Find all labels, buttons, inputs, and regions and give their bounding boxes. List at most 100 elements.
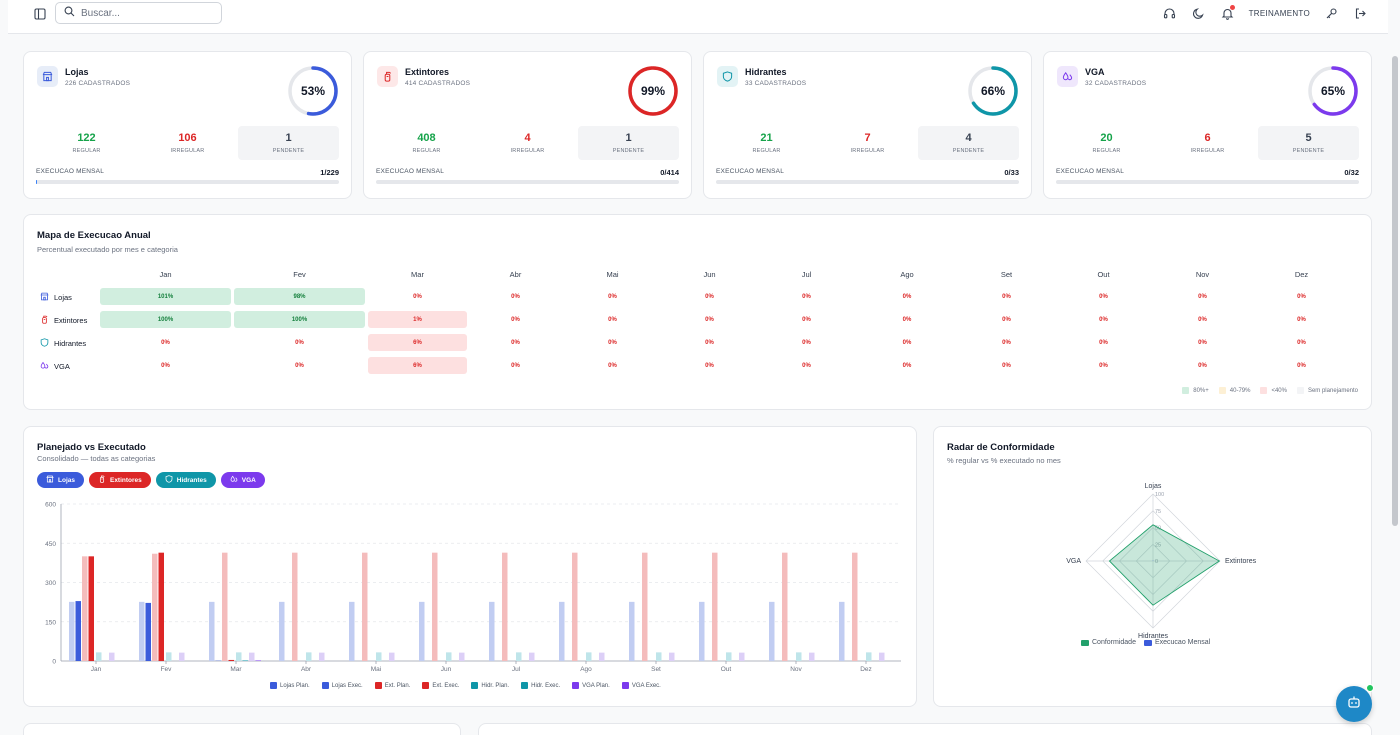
key-icon[interactable] [1323,5,1339,21]
legend-item: Sem planejamento [1296,387,1358,394]
bar-lojas-exec--jan [75,601,81,661]
heatmap-cell[interactable]: 0% [511,293,520,300]
heatmap-cell[interactable]: 0% [902,293,912,300]
heatmap-cell[interactable]: 0% [295,339,304,346]
heatmap-cell[interactable]: 0% [295,362,304,369]
top-bar: TREINAMENTO [8,0,1388,34]
heatmap-cell[interactable]: 0% [705,293,714,300]
heatmap-cell[interactable]: 0% [1198,293,1207,300]
heatmap-cell[interactable]: 6% [368,357,467,374]
search-input[interactable] [81,7,211,19]
y-tick-label: 450 [45,541,56,548]
heatmap-cell[interactable]: 0% [1297,339,1306,346]
heatmap-cell[interactable]: 0% [705,362,714,369]
heatmap-cell[interactable]: 0% [1198,339,1207,346]
heatmap-cell[interactable]: 0% [1002,316,1011,323]
heatmap-cell[interactable]: 0% [902,339,912,346]
heatmap-cell[interactable]: 0% [1198,362,1207,369]
x-tick-label: Jun [441,666,452,673]
heatmap-cell[interactable]: 0% [1002,362,1011,369]
heatmap-cell[interactable]: 0% [1002,339,1011,346]
headset-icon[interactable] [1162,5,1178,21]
bar-legend-item[interactable]: Lojas Exec. [321,682,363,689]
heatmap-cell[interactable]: 0% [802,339,811,346]
heatmap-cell[interactable]: 0% [1297,362,1306,369]
heatmap-cell[interactable]: 0% [608,339,617,346]
heatmap-cell[interactable]: 98% [234,288,365,305]
bell-icon[interactable] [1220,5,1236,21]
stat-pending[interactable]: 5 PENDENTE [1258,126,1359,160]
scroll-thumb[interactable] [1392,56,1398,526]
filter-chip-vga[interactable]: VGA [220,472,265,488]
filter-chip-extintores[interactable]: Extintores [88,472,151,488]
heatmap-cell[interactable]: 100% [234,311,365,328]
search-box[interactable] [55,2,222,24]
bar-lojas-plan--abr [279,601,285,661]
annual-execution-map: Mapa de Execucao Anual Percentual execut… [23,214,1372,410]
bar-hidr-exec--mar [242,660,248,661]
heatmap-cell[interactable]: 101% [100,288,231,305]
heatmap-cell[interactable]: 0% [802,293,811,300]
user-label[interactable]: TREINAMENTO [1248,8,1310,18]
kpi-card-lojas[interactable]: Lojas 226 CADASTRADOS 53% 122 REGULAR 106 IRRE… [23,51,352,199]
heatmap-cell[interactable]: 6% [368,334,467,351]
heatmap-cell[interactable]: 0% [705,339,714,346]
heatmap-cell[interactable]: 0% [161,339,170,346]
heatmap-cell[interactable]: 0% [511,316,520,323]
heatmap-cell[interactable]: 0% [1099,339,1108,346]
bar-ext-exec--fev [158,552,164,661]
heatmap-cell[interactable]: 0% [608,362,617,369]
bar-legend-item[interactable]: Ext. Exec. [422,682,459,689]
exec-label: EXECUCAO MENSAL [1056,168,1125,175]
radar-tick-label: 50 [1155,526,1161,532]
radar-legend-item[interactable]: Conformidade [1081,639,1136,646]
heatmap-cell[interactable]: 0% [705,316,714,323]
heatmap-cell[interactable]: 0% [902,362,912,369]
radar-legend-item[interactable]: Execucao Mensal [1143,639,1210,646]
bar-legend-item[interactable]: Lojas Plan. [270,682,310,689]
heatmap-cell[interactable]: 0% [511,339,520,346]
kpi-card-extintores[interactable]: Extintores 414 CADASTRADOS 99% 408 REGULAR 4 I… [363,51,692,199]
moon-icon[interactable] [1191,5,1207,21]
assistant-button[interactable] [1336,684,1374,722]
kpi-card-vga[interactable]: VGA 32 CADASTRADOS 65% 20 REGULAR 6 IRREGULAR 5… [1043,51,1372,199]
heatmap-cell[interactable]: 1% [368,311,467,328]
heatmap-cell[interactable]: 100% [100,311,231,328]
kpi-card-hidrantes[interactable]: Hidrantes 33 CADASTRADOS 66% 21 REGULAR 7 IRRE… [703,51,1032,199]
stat-pending[interactable]: 1 PENDENTE [238,126,339,160]
filter-chip-hidrantes[interactable]: Hidrantes [155,472,216,488]
bar-legend-item[interactable]: VGA Plan. [572,682,610,689]
bar-legend-item[interactable]: Hidr. Plan. [471,682,509,689]
page-scrollbar[interactable] [1391,40,1398,730]
sidebar-toggle-icon[interactable] [28,5,52,23]
heatmap-cell[interactable]: 0% [1099,362,1108,369]
month-header: Set [1000,270,1013,279]
bar-legend-item[interactable]: Hidr. Exec. [521,682,560,689]
filter-chip-lojas[interactable]: Lojas [37,472,84,488]
heatmap-cell[interactable]: 0% [1002,293,1011,300]
bar-hidr-plan--nov [796,652,802,661]
heatmap-cell[interactable]: 0% [802,316,811,323]
logout-icon[interactable] [1352,5,1368,21]
bar-lojas-plan--mar [209,601,215,661]
heatmap-cell[interactable]: 0% [1297,293,1306,300]
bar-hidr-plan--abr [306,652,312,661]
heatmap-cell[interactable]: 0% [161,362,170,369]
heatmap-cell[interactable]: 0% [1198,316,1207,323]
heatmap-cell[interactable]: 0% [608,316,617,323]
heatmap-cell[interactable]: 0% [1099,316,1108,323]
heatmap-cell[interactable]: 0% [511,362,520,369]
stat-pending[interactable]: 1 PENDENTE [578,126,679,160]
heatmap-cell[interactable]: 0% [802,362,811,369]
heatmap-cell[interactable]: 0% [1099,293,1108,300]
stat-regular: 21 REGULAR [752,132,781,154]
bar-legend-item[interactable]: VGA Exec. [621,682,661,689]
heatmap-cell[interactable]: 0% [902,316,912,323]
kpi-percent: 53% [300,84,326,98]
exec-value: 0/414 [660,168,679,177]
heatmap-cell[interactable]: 0% [1297,316,1306,323]
heatmap-cell[interactable]: 0% [413,293,422,300]
heatmap-cell[interactable]: 0% [608,293,617,300]
stat-pending[interactable]: 4 PENDENTE [918,126,1019,160]
bar-legend-item[interactable]: Ext. Plan. [374,682,410,689]
